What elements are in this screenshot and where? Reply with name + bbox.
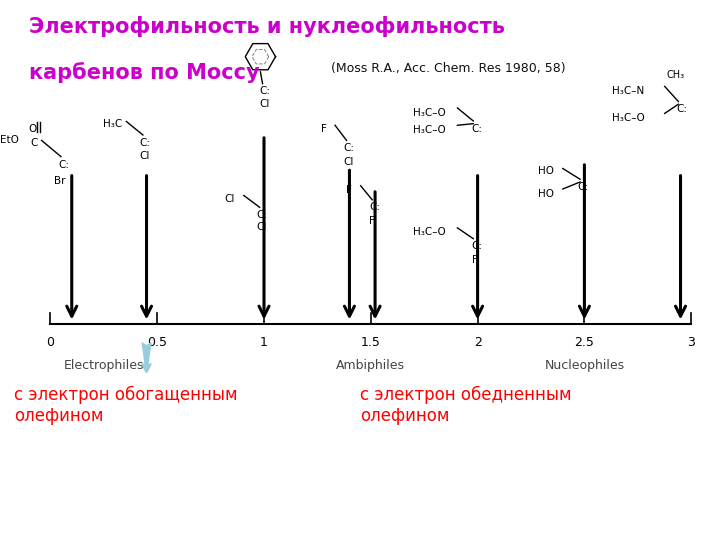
Text: F: F bbox=[472, 255, 477, 265]
Text: 2: 2 bbox=[474, 336, 482, 349]
Text: C:: C: bbox=[577, 182, 588, 192]
Text: F: F bbox=[320, 124, 326, 134]
Text: H₃C–O: H₃C–O bbox=[413, 125, 446, 136]
Text: H₃C–N: H₃C–N bbox=[612, 86, 644, 97]
Text: Электрофильность и нуклеофильность: Электрофильность и нуклеофильность bbox=[29, 16, 505, 37]
Text: Electrophiles: Electrophiles bbox=[63, 359, 144, 372]
Text: 2.5: 2.5 bbox=[575, 336, 594, 349]
Text: C:: C: bbox=[472, 241, 483, 252]
Text: Cl: Cl bbox=[260, 99, 270, 110]
Text: Cl: Cl bbox=[140, 151, 150, 161]
Text: 1.5: 1.5 bbox=[361, 336, 381, 349]
Text: F: F bbox=[346, 185, 352, 195]
Text: HO: HO bbox=[538, 189, 554, 199]
Text: Nucleophiles: Nucleophiles bbox=[544, 359, 624, 372]
Text: O: O bbox=[29, 124, 37, 134]
Text: карбенов по Моссу: карбенов по Моссу bbox=[29, 62, 259, 83]
Text: H₃C: H₃C bbox=[104, 119, 122, 129]
Text: C:: C: bbox=[59, 160, 70, 171]
Text: с электрон обедненным
олефином: с электрон обедненным олефином bbox=[360, 386, 572, 425]
Text: C:: C: bbox=[260, 86, 271, 97]
Text: F: F bbox=[369, 216, 375, 226]
Text: C:: C: bbox=[676, 104, 687, 114]
Text: 0: 0 bbox=[46, 336, 55, 349]
Text: C:: C: bbox=[257, 210, 268, 220]
Text: H₃C–O: H₃C–O bbox=[612, 113, 645, 124]
Text: Br: Br bbox=[55, 176, 66, 186]
Text: Cl: Cl bbox=[257, 222, 267, 233]
Text: HO: HO bbox=[538, 166, 554, 177]
Text: C:: C: bbox=[472, 124, 483, 134]
Text: 1: 1 bbox=[260, 336, 268, 349]
Text: C:: C: bbox=[369, 202, 380, 213]
Text: Ambiphiles: Ambiphiles bbox=[336, 359, 405, 372]
Text: с электрон обогащенным
олефином: с электрон обогащенным олефином bbox=[14, 386, 238, 425]
Text: (Moss R.A., Acc. Chem. Res 1980, 58): (Moss R.A., Acc. Chem. Res 1980, 58) bbox=[331, 62, 566, 75]
Text: C:: C: bbox=[343, 143, 355, 153]
Text: EtO: EtO bbox=[0, 135, 19, 145]
Text: C:: C: bbox=[140, 138, 150, 148]
Text: Cl: Cl bbox=[225, 194, 235, 205]
Text: CH₃: CH₃ bbox=[666, 70, 684, 80]
Text: C: C bbox=[30, 138, 37, 148]
Text: 3: 3 bbox=[688, 336, 695, 349]
Text: 0.5: 0.5 bbox=[147, 336, 167, 349]
Text: Cl: Cl bbox=[343, 157, 354, 167]
Text: H₃C–O: H₃C–O bbox=[413, 108, 446, 118]
Text: H₃C–O: H₃C–O bbox=[413, 227, 446, 237]
